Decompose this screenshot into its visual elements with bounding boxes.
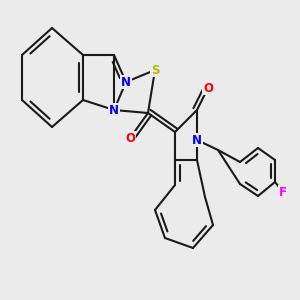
Text: O: O (203, 82, 213, 94)
Text: N: N (121, 76, 131, 88)
Text: O: O (125, 131, 135, 145)
Text: S: S (151, 64, 159, 76)
Text: N: N (109, 103, 119, 116)
Text: F: F (279, 185, 287, 199)
Text: N: N (192, 134, 202, 146)
